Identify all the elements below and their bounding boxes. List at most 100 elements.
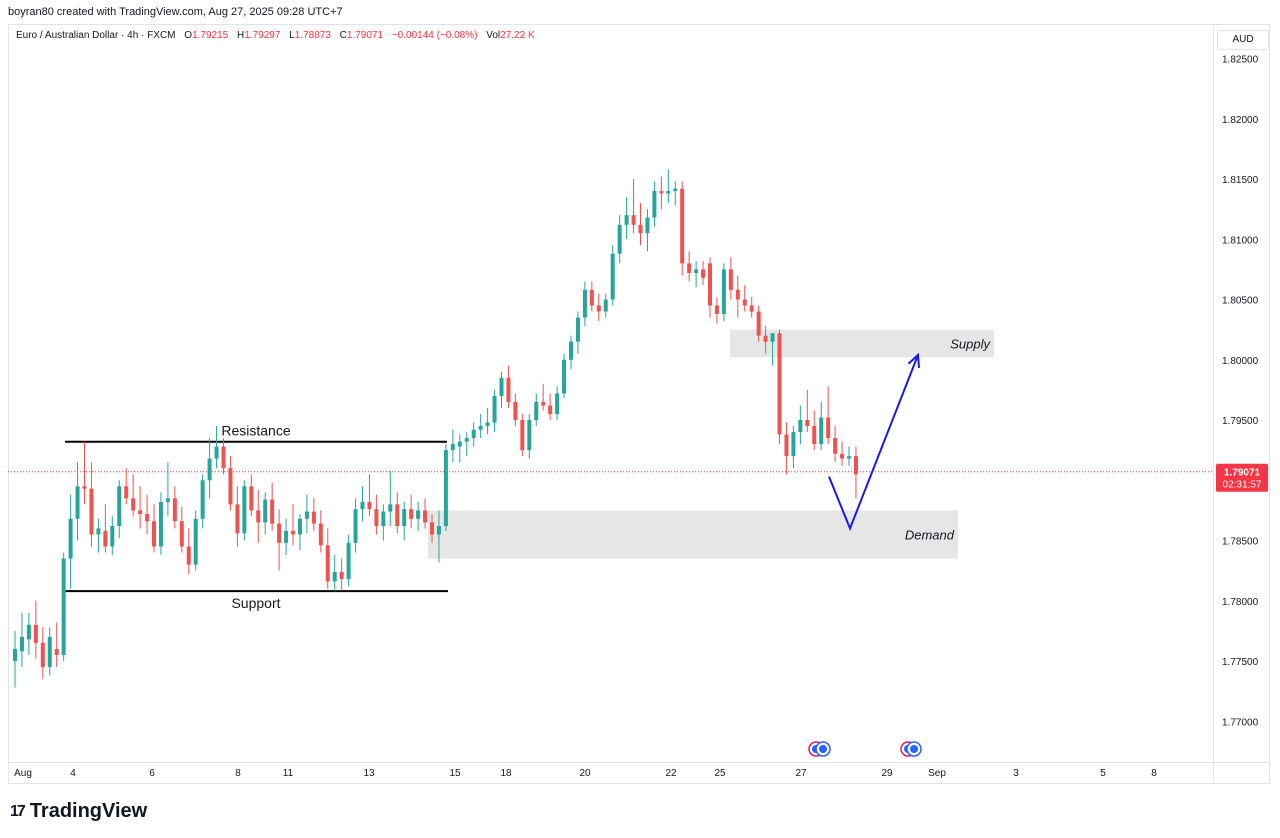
candle-body[interactable] [395,504,400,527]
candle-body[interactable] [763,335,768,342]
candle-body[interactable] [311,511,316,524]
candle-body[interactable] [242,486,247,534]
candle-body[interactable] [742,299,747,306]
candle-body[interactable] [89,488,94,535]
candle-body[interactable] [575,317,580,342]
candle-body[interactable] [735,289,740,300]
candle-body[interactable] [96,528,101,535]
candle-body[interactable] [75,486,80,519]
candle-body[interactable] [270,499,275,524]
candle-body[interactable] [103,530,108,547]
candle-body[interactable] [409,509,414,519]
candle-body[interactable] [339,571,344,580]
candle-body[interactable] [110,526,115,547]
candle-body[interactable] [666,191,671,194]
candle-body[interactable] [784,434,789,457]
candle-body[interactable] [235,504,240,534]
candle-body[interactable] [145,513,150,522]
candle-body[interactable] [68,518,73,559]
symbol-name[interactable]: Euro / Australian Dollar · 4h · FXCM [16,30,176,41]
candle-body[interactable] [805,420,810,427]
candle-body[interactable] [687,263,692,273]
candle-body[interactable] [853,456,858,475]
candle-body[interactable] [485,422,490,427]
candle-body[interactable] [13,648,17,661]
candle-body[interactable] [131,498,136,511]
candle-body[interactable] [318,523,323,546]
candle-body[interactable] [297,518,302,535]
candle-body[interactable] [673,188,678,192]
candle-body[interactable] [430,522,434,535]
candle-body[interactable] [158,501,163,547]
candle-body[interactable] [680,188,685,264]
candle-body[interactable] [659,191,664,194]
candle-body[interactable] [694,269,699,273]
candle-body[interactable] [840,453,845,459]
candle-body[interactable] [610,253,615,300]
candle-body[interactable] [124,486,129,499]
candle-body[interactable] [812,426,817,445]
candle-body[interactable] [728,269,733,290]
candle-body[interactable] [332,571,337,582]
candle-body[interactable] [569,341,573,360]
candle-body[interactable] [492,395,497,423]
candle-body[interactable] [562,359,567,394]
candle-body[interactable] [291,530,295,535]
candle-body[interactable] [506,377,511,402]
candle-body[interactable] [388,504,393,512]
candle-body[interactable] [284,530,289,543]
candle-body[interactable] [353,509,358,543]
candle-body[interactable] [263,499,268,523]
candle-body[interactable] [304,511,309,519]
candle-body[interactable] [819,417,824,445]
candle-body[interactable] [179,521,184,547]
candle-body[interactable] [277,523,282,543]
candle-body[interactable] [582,289,587,318]
candle-body[interactable] [54,648,59,655]
candle-body[interactable] [186,546,191,565]
candle-body[interactable] [436,526,441,535]
candle-body[interactable] [381,511,386,527]
candle-body[interactable] [770,333,775,342]
candle-body[interactable] [791,432,796,457]
candle-body[interactable] [749,305,754,312]
candle-body[interactable] [402,509,407,527]
candle-body[interactable] [617,224,622,254]
candle-body[interactable] [756,311,761,336]
candle-body[interactable] [847,456,851,459]
candle-body[interactable] [221,446,226,469]
candle-body[interactable] [645,217,650,234]
candle-body[interactable] [603,299,608,312]
candle-body[interactable] [40,642,45,668]
candle-body[interactable] [19,636,24,652]
candle-body[interactable] [457,441,462,447]
candle-body[interactable] [721,269,726,314]
candle-body[interactable] [555,393,560,414]
candle-body[interactable] [82,486,87,489]
candle-body[interactable] [367,501,372,510]
candle-body[interactable] [172,498,177,522]
candle-body[interactable] [471,429,476,439]
candle-body[interactable] [200,480,205,519]
candle-body[interactable] [596,305,601,312]
candle-body[interactable] [325,545,330,582]
candle-body[interactable] [416,510,421,519]
candle-body[interactable] [346,542,351,580]
candle-body[interactable] [256,510,261,523]
candle-body[interactable] [117,486,122,527]
candle-body[interactable] [450,444,455,451]
candle-body[interactable] [138,510,143,514]
candle-body[interactable] [499,377,504,396]
currency-button[interactable]: AUD [1217,30,1269,50]
candle-body[interactable] [527,420,532,451]
candle-body[interactable] [624,215,629,225]
candle-body[interactable] [701,269,706,278]
candle-body[interactable] [652,191,657,218]
candle-body[interactable] [798,420,803,433]
candle-body[interactable] [631,215,636,225]
candle-body[interactable] [478,426,483,430]
candle-body[interactable] [589,289,594,306]
candle-body[interactable] [541,401,546,406]
demand-zone[interactable] [428,510,958,559]
